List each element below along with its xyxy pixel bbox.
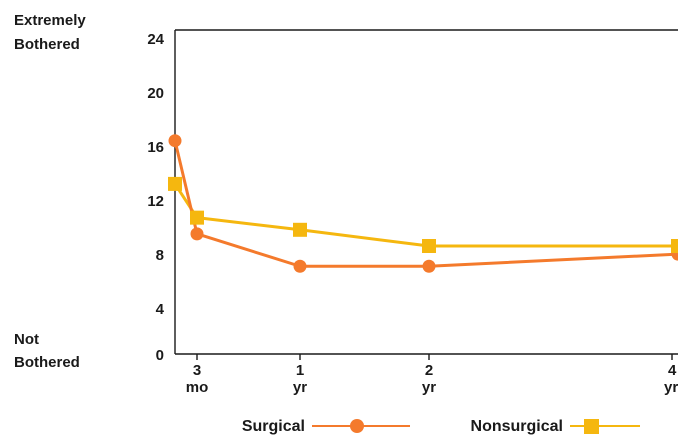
legend-marker-nonsurgical: [584, 419, 599, 434]
y-tick-label: 0: [156, 347, 164, 364]
point-surgical: [190, 227, 204, 241]
x-tick-label-num: 1: [296, 362, 304, 379]
plot-frame: [174, 29, 678, 355]
y-tick-label: 20: [147, 85, 164, 102]
x-ticks: [196, 354, 673, 360]
point-nonsurgical: [168, 176, 182, 191]
x-tick-label-unit: yr: [293, 379, 307, 396]
y-top-label-line1: Extremely: [14, 12, 86, 29]
y-tick-label: 24: [147, 31, 164, 48]
series-line-nonsurgical: [173, 183, 678, 248]
y-tick-label: 4: [156, 301, 165, 318]
x-tick-label-unit: yr: [664, 379, 678, 396]
y-tick-label: 16: [147, 139, 164, 156]
point-surgical: [422, 259, 436, 273]
point-surgical: [168, 134, 182, 148]
y-bottom-label-line2: Bothered: [14, 354, 80, 371]
legend-label-surgical: Surgical: [242, 418, 305, 435]
y-top-label-line2: Bothered: [14, 36, 80, 53]
point-nonsurgical: [190, 210, 204, 225]
legend-marker-surgical: [350, 419, 364, 433]
y-tick-label: 8: [156, 247, 164, 264]
legend: Surgical Nonsurgical: [242, 418, 640, 435]
series-markers: [168, 134, 678, 273]
x-tick-label-unit: yr: [422, 379, 436, 396]
legend-label-nonsurgical: Nonsurgical: [471, 418, 563, 435]
point-nonsurgical: [422, 239, 436, 253]
point-surgical: [293, 259, 307, 273]
x-tick-labels: 3 mo 1 yr 2 yr 4 yr: [186, 362, 678, 396]
x-tick-label-unit: mo: [186, 379, 209, 396]
point-nonsurgical: [671, 239, 678, 253]
x-tick-label-num: 2: [425, 362, 433, 379]
x-tick-label-num: 3: [193, 362, 201, 379]
y-tick-labels: 24 20 16 12 8 4 0: [147, 31, 164, 364]
point-nonsurgical: [293, 222, 307, 237]
y-bottom-label-line1: Not: [14, 331, 39, 348]
x-tick-label-num: 4: [668, 362, 677, 379]
y-tick-label: 12: [147, 193, 164, 210]
